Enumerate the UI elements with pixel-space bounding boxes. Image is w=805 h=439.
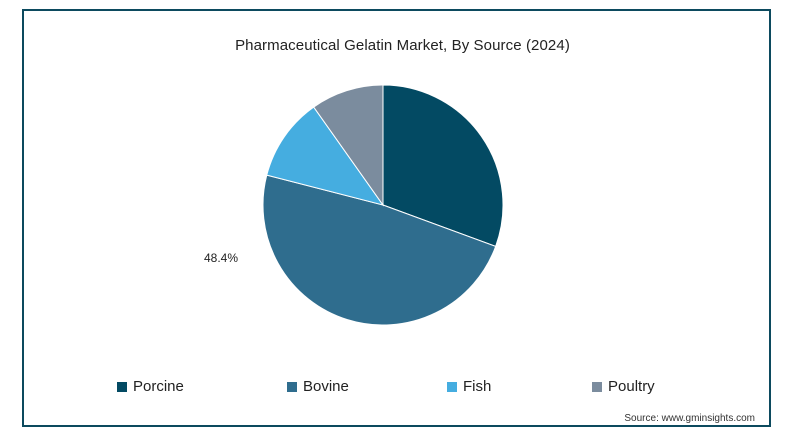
legend-swatch-bovine	[287, 381, 297, 392]
pie-slice-porcine	[382, 84, 504, 248]
legend-label-bovine: Bovine	[303, 378, 349, 395]
source-note: Source: www.gminsights.com	[624, 413, 755, 424]
legend-swatch-poultry	[592, 381, 602, 392]
chart-title: Pharmaceutical Gelatin Market, By Source…	[235, 37, 570, 54]
legend-item-porcine: Porcine	[117, 378, 184, 395]
legend-swatch-porcine	[117, 381, 127, 392]
pie-slice-fish	[266, 106, 385, 206]
legend-label-porcine: Porcine	[133, 378, 184, 395]
pie-slice-poultry	[312, 84, 384, 207]
data-label-bovine: 48.4%	[204, 251, 238, 265]
legend-swatch-fish	[447, 381, 457, 392]
pie-slice-bovine	[262, 174, 497, 326]
legend-item-bovine: Bovine	[287, 378, 349, 395]
legend-label-fish: Fish	[463, 378, 492, 395]
chart-legend: Porcine Bovine Fish Poultry	[0, 378, 805, 398]
legend-label-poultry: Poultry	[608, 378, 655, 395]
legend-item-fish: Fish	[447, 378, 491, 395]
legend-item-poultry: Poultry	[592, 378, 655, 395]
